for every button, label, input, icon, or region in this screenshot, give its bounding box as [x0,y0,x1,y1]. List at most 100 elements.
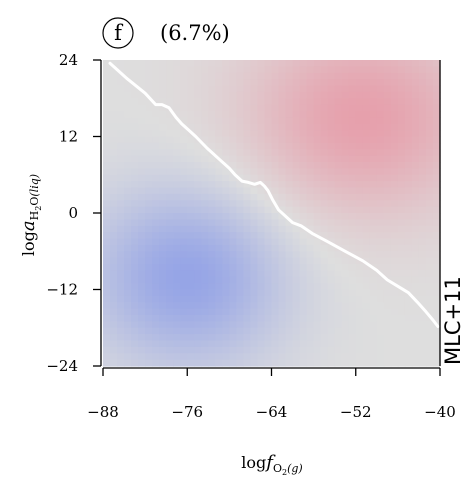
heatmap-cell [124,79,132,87]
heatmap-cell [369,117,378,125]
heatmap-cell [187,219,195,227]
heatmap-cell [306,238,315,246]
heatmap-cell [103,244,111,252]
heatmap-cell [292,346,301,354]
heatmap-cell [397,346,406,354]
heatmap-cell [341,187,350,195]
heatmap-cell [313,200,322,208]
heatmap-cell [348,200,357,208]
heatmap-cell [341,334,350,342]
heatmap-cell [320,219,329,227]
heatmap-cell [145,162,153,169]
heatmap-cell [306,334,315,342]
heatmap-cell [355,72,364,80]
heatmap-cell [376,130,385,138]
heatmap-cell [138,66,146,74]
heatmap-cell [285,193,294,201]
heatmap-cell [222,85,230,93]
heatmap-cell [131,85,139,93]
heatmap-cell [327,257,336,265]
heatmap-cell [285,257,294,265]
heatmap-cell [390,168,399,176]
heatmap-cell [250,130,259,138]
heatmap-cell [320,283,329,291]
heatmap-cell [159,123,167,131]
heatmap-cell [285,149,294,157]
heatmap-cell [327,244,336,252]
heatmap-cell [152,85,160,93]
heatmap-cell [124,85,132,93]
heatmap-cell [173,270,181,278]
heatmap-cell [124,187,132,195]
heatmap-cell [432,117,441,125]
heatmap-cell [369,104,378,112]
heatmap-cell [187,123,195,131]
heatmap-cell [320,104,329,112]
heatmap-cell [425,302,434,310]
heatmap-cell [313,308,322,316]
heatmap-cell [145,79,153,87]
heatmap-cell [264,308,273,316]
heatmap-cell [152,225,160,233]
heatmap-cell [425,251,434,259]
heatmap-cell [222,193,230,201]
heatmap-cell [145,149,153,157]
heatmap-cell [313,283,322,291]
heatmap-cell [425,232,434,240]
heatmap-cell [341,91,350,99]
heatmap-cell [208,123,216,131]
heatmap-cell [313,251,322,259]
heatmap-cell [285,334,294,342]
heatmap-cell [201,193,209,201]
heatmap-cell [299,315,308,322]
heatmap-cell [278,149,287,157]
heatmap-cell [306,200,315,208]
heatmap-cell [194,302,202,310]
heatmap-cell [306,155,315,163]
heatmap-cell [397,219,406,227]
heatmap-cell [411,85,420,93]
heatmap-cell [299,200,308,208]
heatmap-cell [278,136,287,144]
heatmap-cell [250,168,259,176]
heatmap-cell [299,353,308,361]
heatmap-cell [383,359,392,367]
heatmap-cell [320,168,329,176]
x-axis-label-subsub: 2 [282,468,287,477]
heatmap-cell [110,66,118,74]
heatmap-cell [103,219,111,227]
heatmap-cell [320,308,329,316]
heatmap-cell [341,327,350,335]
heatmap-cell [327,283,336,291]
heatmap-cell [299,295,308,303]
heatmap-cell [166,346,174,354]
heatmap-cell [215,276,223,284]
heatmap-cell [145,98,153,106]
heatmap-cell [362,232,371,240]
heatmap-cell [313,340,322,348]
heatmap-cell [306,346,315,354]
heatmap-cell [292,187,301,195]
heatmap-cell [411,111,420,118]
heatmap-cell [138,257,146,265]
heatmap-cell [404,123,413,131]
heatmap-cell [110,270,118,278]
heatmap-cell [278,104,287,112]
heatmap-cell [355,334,364,342]
heatmap-cell [222,238,230,246]
heatmap-cell [208,111,216,118]
heatmap-cell [103,295,111,303]
heatmap-cell [425,162,434,169]
heatmap-cell [264,219,273,227]
heatmap-cell [229,130,237,138]
heatmap-cell [397,264,406,271]
heatmap-cell [117,174,125,182]
heatmap-cell [369,174,378,182]
heatmap-cell [404,225,413,233]
heatmap-cell [166,60,174,67]
heatmap-cell [376,346,385,354]
heatmap-cell [208,321,216,329]
heatmap-cell [432,283,441,291]
heatmap-cell [201,98,209,106]
heatmap-cell [117,225,125,233]
